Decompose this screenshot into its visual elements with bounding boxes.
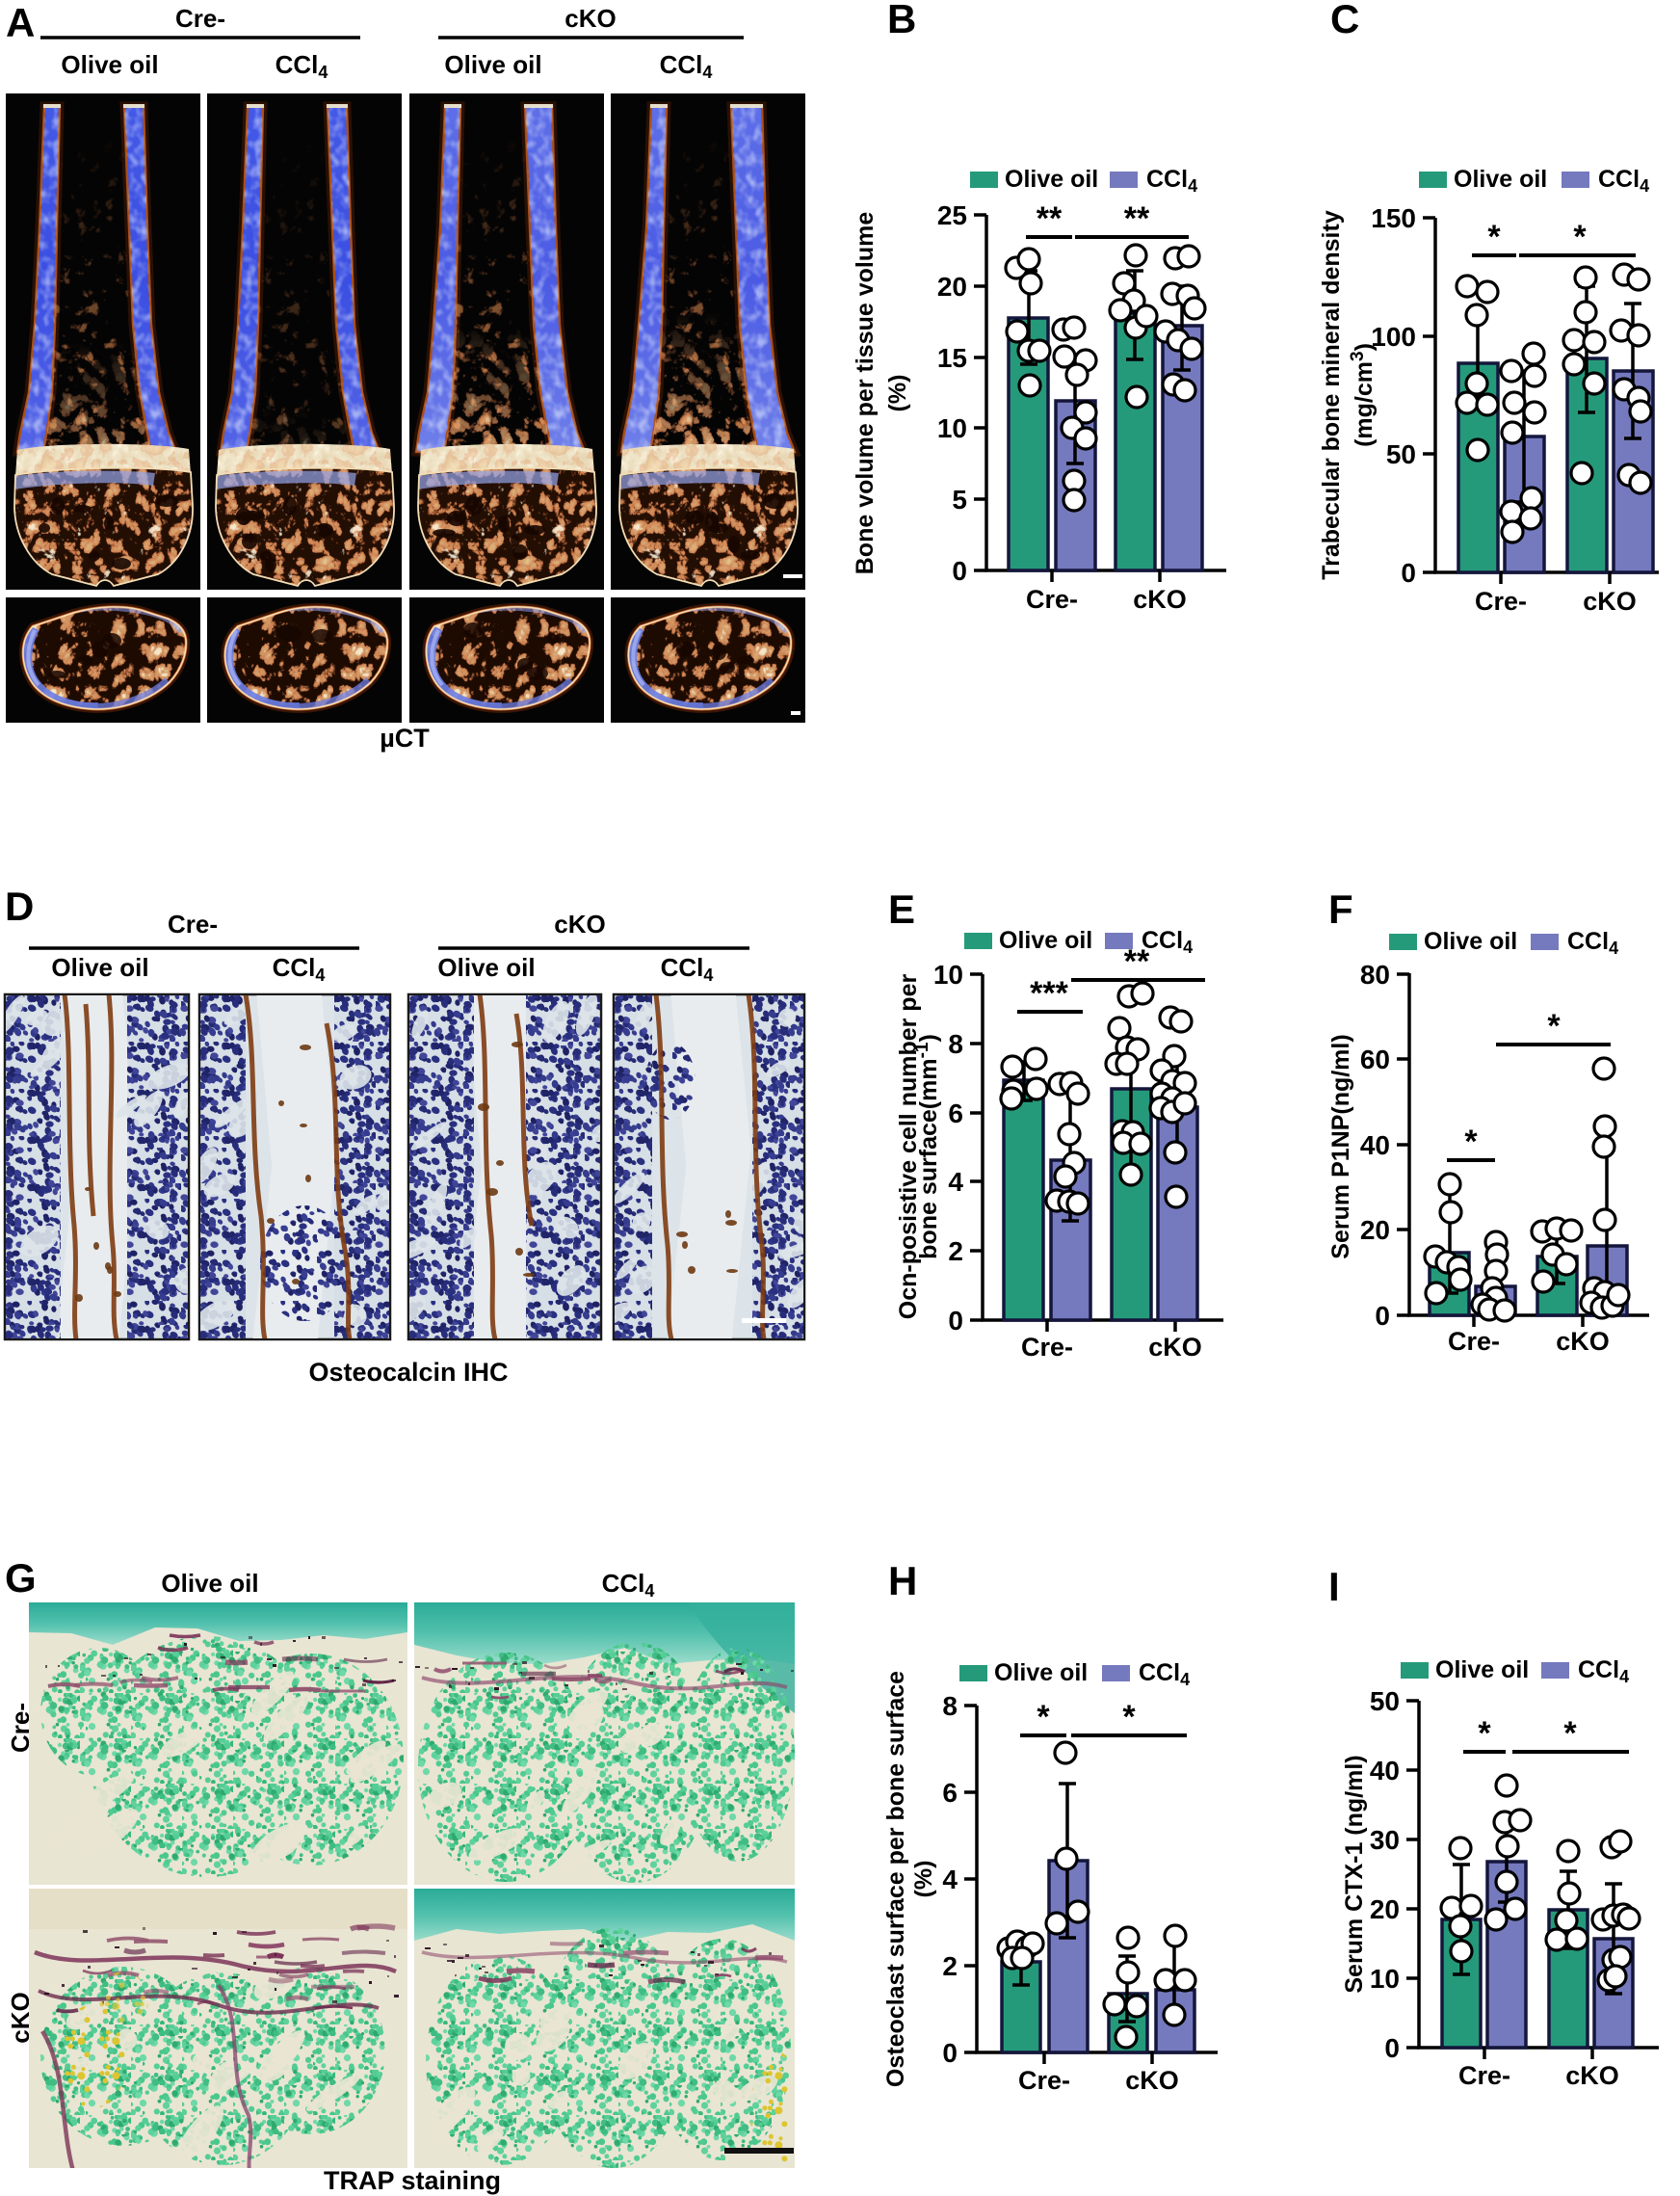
svg-text:20: 20: [1360, 1215, 1390, 1245]
svg-text:Olive oil: Olive oil: [444, 50, 541, 79]
svg-text:Cre-: Cre-: [1026, 585, 1078, 614]
svg-text:Olive oil: Olive oil: [1424, 928, 1517, 955]
svg-text:(%): (%): [910, 1861, 937, 1898]
svg-text:Olive oil: Olive oil: [999, 927, 1092, 954]
svg-text:4: 4: [942, 1865, 958, 1894]
svg-text:2: 2: [942, 1951, 958, 1981]
svg-text:8: 8: [942, 1691, 958, 1721]
svg-text:TRAP staining: TRAP staining: [324, 2166, 501, 2195]
svg-text:80: 80: [1360, 960, 1390, 990]
svg-text:(%): (%): [884, 375, 911, 412]
svg-text:40: 40: [1360, 1130, 1390, 1160]
svg-text:20: 20: [1370, 1894, 1400, 1924]
svg-text:0: 0: [1401, 558, 1416, 588]
svg-text:cKO: cKO: [1148, 1333, 1202, 1362]
svg-text:*: *: [1487, 219, 1501, 255]
svg-text:*: *: [1464, 1124, 1478, 1160]
svg-text:Bone volume per tissue volume: Bone volume per tissue volume: [852, 212, 879, 575]
svg-text:cKO: cKO: [1125, 2066, 1179, 2095]
svg-text:Olive oil: Olive oil: [994, 1659, 1088, 1686]
svg-text:Olive oil: Olive oil: [61, 50, 158, 79]
svg-text:I: I: [1328, 1564, 1340, 1609]
svg-text:5: 5: [952, 485, 967, 515]
svg-text:50: 50: [1386, 439, 1416, 469]
svg-text:Olive oil: Olive oil: [1435, 1656, 1529, 1683]
svg-text:25: 25: [937, 200, 967, 230]
svg-text:cKO: cKO: [1556, 1327, 1610, 1356]
svg-text:6: 6: [948, 1098, 963, 1128]
svg-text:CCl4: CCl4: [1142, 927, 1193, 957]
svg-text:bone surface(mm-1): bone surface(mm-1): [912, 1034, 942, 1259]
svg-text:H: H: [888, 1558, 917, 1603]
svg-text:*: *: [1563, 1715, 1577, 1752]
svg-text:cKO: cKO: [564, 4, 616, 33]
svg-text:Olive oil: Olive oil: [1005, 166, 1098, 193]
svg-text:E: E: [888, 886, 915, 932]
svg-text:G: G: [5, 1555, 37, 1601]
svg-text:0: 0: [1384, 2033, 1400, 2063]
svg-text:B: B: [887, 0, 916, 41]
svg-text:40: 40: [1370, 1756, 1400, 1786]
svg-text:*: *: [1478, 1715, 1491, 1752]
svg-text:0: 0: [948, 1306, 963, 1336]
svg-text:Olive oil: Olive oil: [161, 1569, 258, 1598]
svg-text:cKO: cKO: [1133, 585, 1187, 614]
svg-text:150: 150: [1371, 203, 1416, 233]
svg-text:Cre-: Cre-: [1458, 2061, 1510, 2090]
svg-text:cKO: cKO: [554, 910, 605, 939]
svg-text:15: 15: [937, 343, 967, 373]
svg-text:D: D: [5, 884, 34, 929]
svg-text:10: 10: [1370, 1964, 1400, 1994]
svg-text:F: F: [1328, 886, 1353, 932]
svg-text:**: **: [1124, 200, 1150, 237]
svg-text:4: 4: [948, 1167, 963, 1197]
svg-text:Cre-: Cre-: [1448, 1327, 1500, 1356]
svg-text:0: 0: [942, 2038, 958, 2068]
svg-text:cKO: cKO: [1565, 2061, 1619, 2090]
svg-text:Serum P1NP(ng/ml): Serum P1NP(ng/ml): [1327, 1034, 1354, 1258]
svg-text:cKO: cKO: [1583, 587, 1637, 616]
svg-text:A: A: [6, 0, 35, 45]
svg-text:30: 30: [1370, 1825, 1400, 1855]
svg-text:Cre-: Cre-: [1018, 2066, 1070, 2095]
svg-text:10: 10: [937, 413, 967, 443]
svg-text:2: 2: [948, 1236, 963, 1266]
svg-text:100: 100: [1371, 322, 1416, 352]
svg-text:Ocn-posistive cell number per: Ocn-posistive cell number per: [895, 974, 922, 1320]
svg-text:***: ***: [1030, 975, 1068, 1012]
svg-text:*: *: [1573, 219, 1587, 255]
svg-text:0: 0: [1375, 1301, 1390, 1331]
svg-text:Osteocalcin IHC: Osteocalcin IHC: [308, 1358, 508, 1387]
svg-text:*: *: [1037, 1699, 1050, 1735]
svg-text:8: 8: [948, 1029, 963, 1059]
svg-text:C: C: [1330, 0, 1359, 41]
svg-text:50: 50: [1370, 1686, 1400, 1716]
svg-text:*: *: [1547, 1008, 1561, 1045]
svg-text:Cre-: Cre-: [175, 4, 225, 33]
svg-text:Cre-: Cre-: [168, 910, 218, 939]
svg-text:Cre-: Cre-: [1021, 1333, 1073, 1362]
svg-text:**: **: [1037, 200, 1063, 237]
svg-text:Osteoclast surface per bone su: Osteoclast surface per bone surface: [882, 1671, 909, 2087]
svg-text:60: 60: [1360, 1045, 1390, 1074]
svg-text:10: 10: [933, 960, 963, 990]
svg-text:µCT: µCT: [380, 724, 430, 753]
svg-text:Olive oil: Olive oil: [437, 953, 535, 982]
svg-text:Olive oil: Olive oil: [51, 953, 148, 982]
svg-text:**: **: [1124, 943, 1150, 980]
svg-text:Olive oil: Olive oil: [1454, 166, 1547, 193]
svg-text:*: *: [1122, 1699, 1136, 1735]
svg-text:0: 0: [952, 556, 967, 586]
svg-text:Serum CTX-1 (ng/ml): Serum CTX-1 (ng/ml): [1341, 1755, 1368, 1993]
svg-text:Trabecular bone mineral densit: Trabecular bone mineral density: [1318, 210, 1345, 580]
svg-text:6: 6: [942, 1778, 958, 1808]
svg-text:20: 20: [937, 272, 967, 302]
svg-text:CCl4: CCl4: [660, 50, 713, 82]
svg-text:Cre-: Cre-: [1475, 587, 1527, 616]
